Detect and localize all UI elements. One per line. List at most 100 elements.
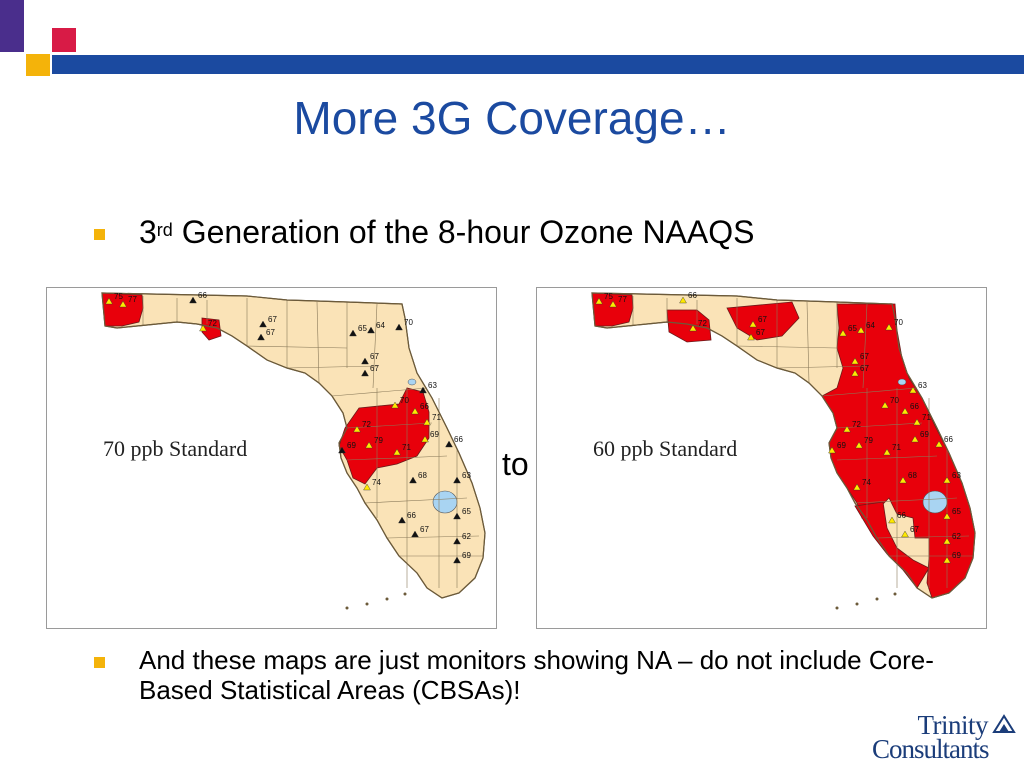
monitor-marker xyxy=(839,329,847,337)
monitor-value: 67 xyxy=(860,352,869,361)
lake-george xyxy=(897,378,907,386)
monitor-value: 67 xyxy=(910,525,919,534)
monitor-marker xyxy=(453,476,461,484)
map-60ppb: 75 77 66 72 67 67 65 64 70 67 67 63 70 66 71 72 79 69 71 66… xyxy=(536,287,987,629)
monitor-marker xyxy=(445,440,453,448)
county-line xyxy=(346,455,448,461)
monitor-value: 79 xyxy=(374,436,383,445)
monitor-marker xyxy=(689,324,697,332)
monitor-value: 72 xyxy=(852,420,861,429)
monitor-marker xyxy=(411,407,419,415)
monitor-marker xyxy=(595,297,603,305)
monitor-value: 69 xyxy=(462,551,471,560)
monitor-marker xyxy=(853,483,861,491)
corner-square-purple xyxy=(0,0,24,52)
monitor-value: 71 xyxy=(402,443,411,452)
logo-line2: Consultants xyxy=(872,734,990,764)
county-line xyxy=(346,422,433,429)
monitor-marker xyxy=(419,386,427,394)
county-line xyxy=(372,303,378,389)
monitor-value: 72 xyxy=(208,319,217,328)
logo-triangle-icon xyxy=(992,714,1016,733)
monitor-marker xyxy=(259,320,267,328)
county-line xyxy=(876,535,970,539)
monitor-value: 71 xyxy=(892,443,901,452)
monitor-value: 66 xyxy=(454,435,463,444)
monitor-marker xyxy=(828,446,836,454)
monitor-marker xyxy=(421,435,429,443)
monitor-marker xyxy=(943,512,951,520)
monitor-marker xyxy=(367,326,375,334)
monitor-value: 67 xyxy=(370,352,379,361)
monitor-marker xyxy=(353,425,361,433)
monitor-marker xyxy=(365,441,373,449)
bullet-note: And these maps are just monitors showing… xyxy=(139,645,934,705)
monitor-value: 67 xyxy=(860,364,869,373)
monitor-marker xyxy=(105,297,113,305)
monitor-value: 66 xyxy=(407,511,416,520)
bullet-marker xyxy=(94,229,105,240)
trinity-consultants-logo: Trinity Consultants xyxy=(872,710,1022,768)
monitor-marker xyxy=(363,483,371,491)
monitor-value: 70 xyxy=(890,396,899,405)
monitor-marker xyxy=(398,516,406,524)
county-line xyxy=(836,455,938,461)
monitor-value: 72 xyxy=(698,319,707,328)
bullet-prefix: 3 xyxy=(139,214,157,250)
monitor-marker xyxy=(338,446,346,454)
monitor-marker xyxy=(901,407,909,415)
monitor-value: 65 xyxy=(358,324,367,333)
monitor-value: 63 xyxy=(428,381,437,390)
monitor-marker xyxy=(411,530,419,538)
monitor-marker xyxy=(391,401,399,409)
monitor-value: 62 xyxy=(462,532,471,541)
monitor-marker xyxy=(189,296,197,304)
monitor-value: 63 xyxy=(462,471,471,480)
monitor-marker xyxy=(909,386,917,394)
monitor-marker xyxy=(453,512,461,520)
monitor-value: 69 xyxy=(430,430,439,439)
monitor-marker xyxy=(851,369,859,377)
monitor-value: 65 xyxy=(848,324,857,333)
monitor-value: 69 xyxy=(837,441,846,450)
monitor-marker xyxy=(855,441,863,449)
monitor-value: 67 xyxy=(756,328,765,337)
monitor-value: 65 xyxy=(952,507,961,516)
monitor-marker xyxy=(395,323,403,331)
monitor-marker xyxy=(885,323,893,331)
monitor-value: 75 xyxy=(114,292,123,301)
monitor-marker xyxy=(393,448,401,456)
county-lines xyxy=(101,292,486,599)
monitor-value: 66 xyxy=(944,435,953,444)
monitor-value: 67 xyxy=(268,315,277,324)
lake-okeechobee xyxy=(432,490,458,514)
key-island xyxy=(893,592,897,596)
key-island xyxy=(385,597,389,601)
monitor-marker xyxy=(119,300,127,308)
monitor-value: 74 xyxy=(862,478,871,487)
monitor-value: 71 xyxy=(432,413,441,422)
key-island xyxy=(403,592,407,596)
monitor-marker xyxy=(361,357,369,365)
monitor-marker xyxy=(199,324,207,332)
monitor-marker xyxy=(453,556,461,564)
monitor-value: 69 xyxy=(920,430,929,439)
monitor-marker xyxy=(361,369,369,377)
monitor-value: 66 xyxy=(897,511,906,520)
monitor-marker xyxy=(943,476,951,484)
corner-divider xyxy=(50,0,52,80)
monitor-marker xyxy=(257,333,265,341)
county-line xyxy=(246,345,348,349)
bullet-text: Generation of the 8-hour Ozone NAAQS xyxy=(172,214,755,250)
bullet-superscript: rd xyxy=(156,220,173,240)
county-line xyxy=(364,497,468,504)
bullet-generation: 3rd Generation of the 8-hour Ozone NAAQS xyxy=(139,212,754,252)
monitor-marker xyxy=(409,476,417,484)
monitor-value: 77 xyxy=(128,295,137,304)
header-bar xyxy=(52,55,1024,74)
monitor-marker xyxy=(851,357,859,365)
county-line xyxy=(806,301,810,384)
standard-label: 70 ppb Standard xyxy=(103,436,248,461)
